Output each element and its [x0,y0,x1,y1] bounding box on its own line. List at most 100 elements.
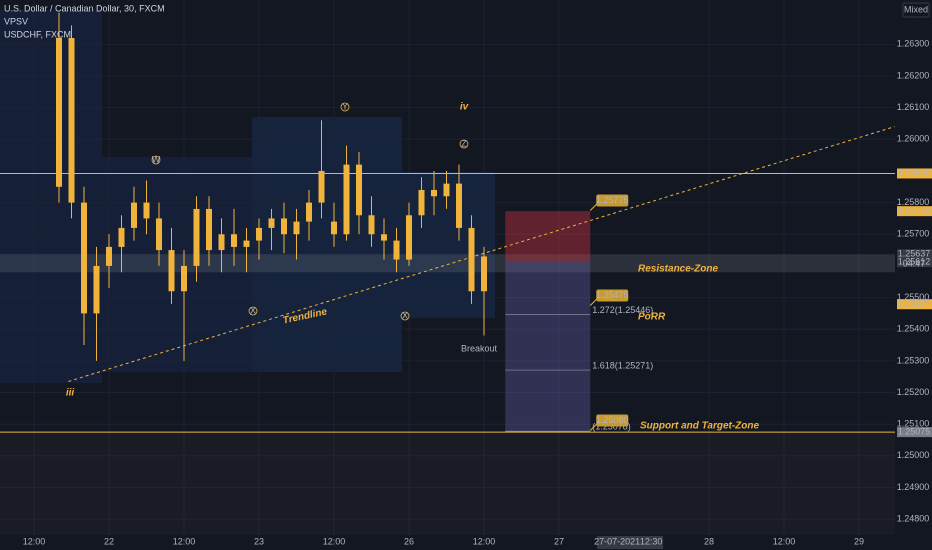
candle-body [268,218,275,228]
y-tick-label: 1.25200 [897,387,930,397]
legend-line: VPSV [4,16,28,26]
session-box [252,117,402,372]
y-tick-label: 1.25400 [897,324,930,334]
x-tick-label: 28 [704,536,714,546]
wave-label: Z [461,138,467,148]
scale-mode[interactable]: Mixed [904,4,928,14]
price-label-box [897,249,932,260]
x-tick-label: 12:00 [473,536,496,546]
countdown: 04:47 [903,259,926,269]
price-label: 1.25612 [898,256,931,266]
price-label: 1.25479 [898,299,931,309]
candle-body [81,202,87,314]
resistance-zone [0,254,895,273]
price-label-box [897,299,932,310]
y-tick-label: 1.25700 [897,229,930,239]
price-axis [895,0,932,550]
below-zone [0,432,895,535]
wave-label: iv [460,102,470,113]
price-label: 1.25773 [898,206,931,216]
y-tick-label: 1.26300 [897,39,930,49]
candle-body [431,189,437,197]
candle-body [243,240,250,247]
y-tick-label: 1.26000 [897,134,930,144]
candle-body [131,202,137,228]
time-axis [0,535,932,550]
price-label-box [897,427,932,438]
trendline [68,126,895,382]
x-tick-label: 12:00 [323,536,346,546]
candle-body [356,164,362,216]
wave-label: W [152,154,161,164]
price-label: 1.25637 [898,249,931,259]
candle-body [181,265,187,292]
breakout-label: Breakout [461,343,498,353]
x-tick-label: 12:00 [173,536,196,546]
candle-body [143,202,150,219]
wave-circle [151,155,161,165]
session-box [0,10,102,383]
candle-body [406,215,412,260]
candle-body [306,202,312,222]
support-label: Support and Target-Zone [640,421,760,432]
candle-body [156,218,162,251]
candle-body [456,183,462,228]
y-tick-label: 1.24800 [897,514,930,524]
x-tick-label: 27 [554,536,564,546]
fib-label: 1.272(1.25446) [592,305,653,315]
candle-body [56,37,62,187]
candle-body [68,37,75,203]
y-tick-label: 1.25500 [897,292,930,302]
session-box [102,157,252,372]
callout-label: 1.25775 [596,195,629,205]
x-tick-label: 12:00 [773,536,796,546]
crosshair-date: 27-07-2021 [594,536,640,546]
candle-body [218,234,225,251]
wave-label: Y [342,101,348,111]
x-tick-label: 29 [854,536,864,546]
price-label: 1.25892 [898,168,931,178]
candle-body [118,227,125,247]
stop-zone [505,211,591,263]
fib-label: 1.618(1.25271) [592,360,653,370]
price-label-box [897,206,932,217]
candle-body [231,234,237,247]
wave-circle [459,139,469,149]
candle-body [168,250,175,292]
callout-label: 1.25080 [596,415,629,425]
candle-body [443,183,450,197]
candle-body [106,246,112,266]
candle-body [418,189,425,216]
candle-body [393,240,400,260]
legend-title: U.S. Dollar / Canadian Dollar, 30, FXCM [4,3,165,13]
candle-body [468,227,475,292]
x-tick-label: 23 [254,536,264,546]
candle-body [256,227,262,241]
y-tick-label: 1.26100 [897,102,930,112]
callout-box [596,289,629,302]
wave-circle [248,306,258,316]
wave-label: iii [66,388,75,399]
scale-mode-box[interactable] [902,2,930,18]
price-label-box [897,257,932,268]
candle-body [206,208,212,251]
candle-body [293,221,300,235]
callout-label: 1.25475 [596,290,629,300]
x-tick-label: 26 [404,536,414,546]
candle-body [343,164,350,235]
y-tick-label: 1.25000 [897,450,930,460]
candle-body [331,221,337,235]
resistance-label: Resistance-Zone [638,264,718,275]
candle-body [318,170,325,203]
candle-body [481,256,487,292]
target-zone [505,262,591,433]
fib-label: (1.25078) [592,422,631,432]
porr-label: PoRR [638,312,666,323]
legend-line: USDCHF, FXCM [4,29,71,39]
session-box [402,172,495,318]
callout-box [596,194,629,207]
y-tick-label: 1.24900 [897,482,930,492]
candle-body [93,265,100,314]
